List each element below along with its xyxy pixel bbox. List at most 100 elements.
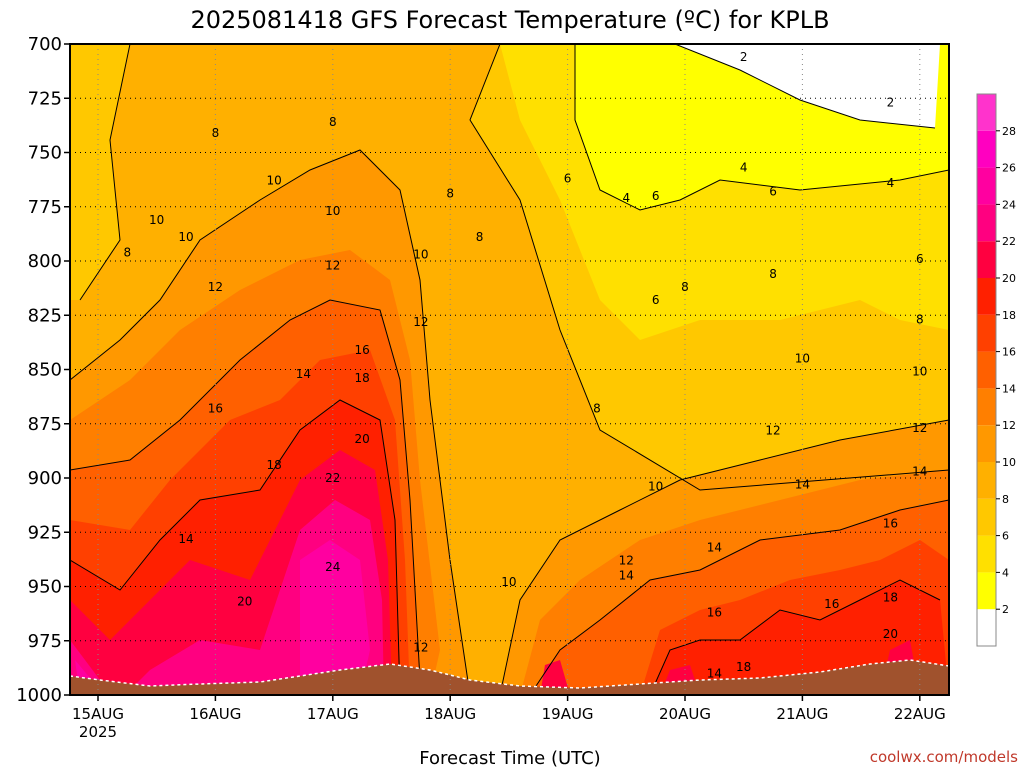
contour-label: 6 [916, 252, 924, 266]
contour-label: 10 [795, 352, 810, 366]
temperature-band [675, 44, 940, 128]
colorbar-segment [977, 609, 996, 646]
x-axis-year-label: 2025 [79, 723, 117, 741]
y-tick-label: 725 [28, 88, 62, 109]
contour-label: 16 [883, 517, 898, 531]
contour-label: 6 [652, 293, 660, 307]
contour-label: 16 [824, 597, 839, 611]
contour-label: 4 [622, 191, 630, 205]
contour-label: 14 [619, 569, 634, 583]
colorbar-segment [977, 204, 996, 242]
colorbar-segment [977, 167, 996, 205]
contour-label: 20 [355, 432, 370, 446]
colorbar-label: 12 [1002, 419, 1016, 432]
colorbar-segment [977, 388, 996, 426]
colorbar-label: 20 [1002, 272, 1016, 285]
y-tick-label: 925 [28, 522, 62, 543]
colorbar-segment [977, 535, 996, 573]
contour-label: 10 [149, 213, 164, 227]
contour-label: 16 [208, 402, 223, 416]
contour-label: 14 [912, 464, 927, 478]
contour-label: 12 [413, 640, 428, 654]
contour-label: 8 [769, 267, 777, 281]
contour-label: 6 [564, 172, 572, 186]
colorbar-label: 14 [1002, 382, 1016, 395]
colorbar-segment [977, 94, 996, 131]
contour-label: 10 [178, 230, 193, 244]
x-axis-title: Forecast Time (UTC) [419, 748, 600, 768]
contour-label: 22 [325, 471, 340, 485]
contour-line [70, 149, 471, 695]
contour-label: 8 [476, 230, 484, 244]
colorbar-segment [977, 241, 996, 278]
colorbar-segment [977, 572, 996, 610]
contour-label: 8 [916, 313, 924, 327]
contour-line [674, 44, 936, 129]
contour-label: 6 [652, 189, 660, 203]
y-tick-label: 750 [28, 143, 62, 164]
contour-label: 10 [648, 480, 663, 494]
contour-label: 10 [501, 575, 516, 589]
colorbar-label: 4 [1002, 566, 1009, 579]
colorbar-label: 18 [1002, 309, 1016, 322]
contour-label: 18 [355, 371, 370, 385]
contour-label: 18 [736, 660, 751, 674]
contour-label: 4 [887, 176, 895, 190]
ground-terrain [70, 659, 949, 695]
contour-line [79, 44, 131, 301]
y-tick-label: 775 [28, 197, 62, 218]
colorbar-label: 26 [1002, 162, 1016, 175]
contour-label: 8 [446, 187, 454, 201]
contour-label: 14 [707, 540, 722, 554]
y-tick-label: 700 [28, 34, 62, 55]
y-axis-ticks: 700 725 750 775 800 825 850 875 900 925 950 975 1000 [16, 34, 70, 706]
colorbar-segment [977, 130, 996, 168]
y-tick-label: 900 [28, 468, 62, 489]
contour-label: 10 [912, 365, 927, 379]
contour-line [469, 44, 949, 491]
colorbar-label: 16 [1002, 346, 1016, 359]
ground-shape [70, 659, 949, 695]
colorbar-label: 10 [1002, 456, 1016, 469]
contour-label: 16 [707, 606, 722, 620]
y-tick-label: 1000 [16, 685, 62, 706]
colorbar-segment [977, 498, 996, 536]
x-tick-label: 15AUG [72, 705, 124, 723]
temperature-bands [70, 44, 949, 695]
colorbar-label: 8 [1002, 493, 1009, 506]
contour-label: 4 [740, 161, 748, 175]
contour-label: 12 [325, 258, 340, 272]
contour-line [70, 299, 421, 681]
colorbar-label: 24 [1002, 198, 1016, 211]
contour-label: 12 [619, 553, 634, 567]
colorbar-frame [976, 93, 997, 647]
temperature-band [70, 44, 130, 300]
contour-line [649, 579, 941, 695]
colorbar-segment [977, 278, 996, 315]
contour-label: 14 [296, 367, 311, 381]
contour-label: 2 [740, 50, 748, 64]
contour-line [574, 44, 949, 211]
colorbar-label: 6 [1002, 530, 1009, 543]
contour-line [529, 499, 949, 695]
contour-label: 8 [593, 402, 601, 416]
contour-label: 12 [413, 315, 428, 329]
colorbar-segment [977, 425, 996, 462]
contour-label: 12 [208, 280, 223, 294]
contour-labels: 8101012816142018101481012161820222412108… [124, 50, 928, 680]
y-tick-label: 800 [28, 251, 62, 272]
credit-text: coolwx.com/models [870, 748, 1018, 766]
contour-label: 6 [769, 185, 777, 199]
x-tick-label: 17AUG [307, 705, 359, 723]
colorbar-label: 22 [1002, 235, 1016, 248]
contour-label: 10 [266, 174, 281, 188]
contour-label: 12 [765, 423, 780, 437]
x-tick-label: 21AUG [776, 705, 828, 723]
contour-label: 14 [178, 532, 193, 546]
contour-label: 20 [883, 627, 898, 641]
contour-label: 16 [355, 343, 370, 357]
contour-label: 8 [681, 280, 689, 294]
chart-title: 2025081418 GFS Forecast Temperature (ºC)… [190, 6, 829, 34]
